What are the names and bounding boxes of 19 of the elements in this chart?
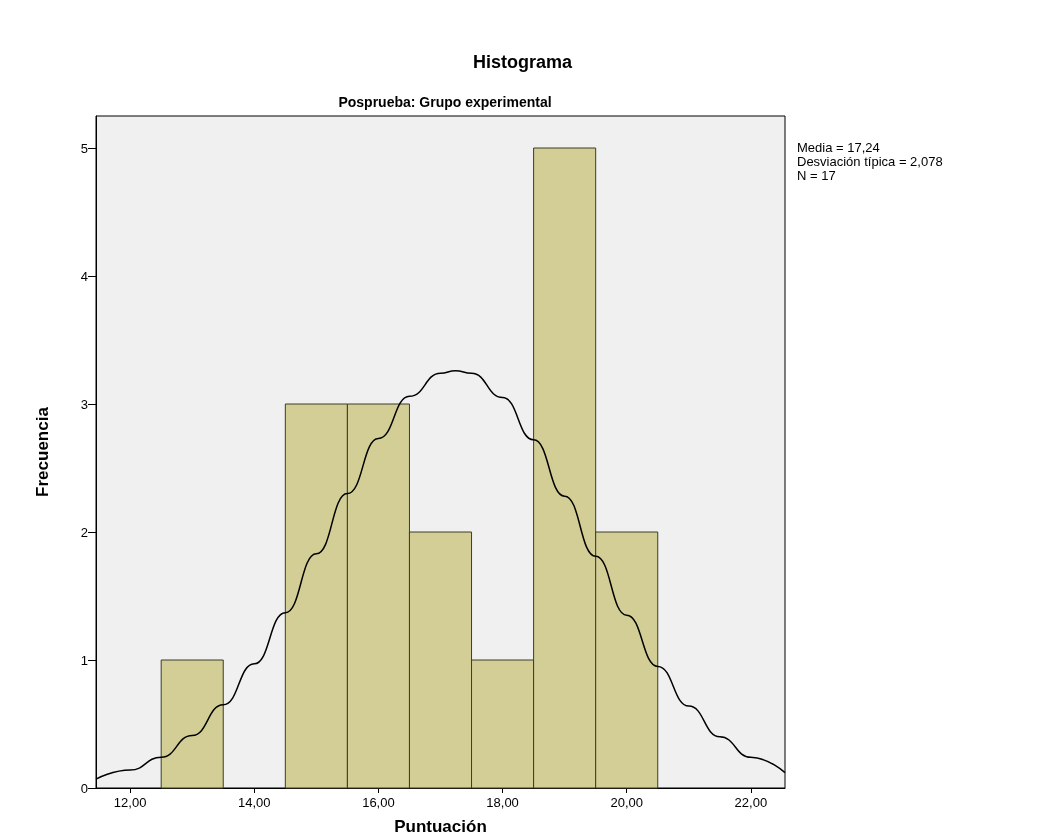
chart-title: Histograma <box>472 52 573 72</box>
y-tick-label: 3 <box>80 396 88 412</box>
text: Desviación típica = 2,078 <box>797 153 943 169</box>
y-tick-label: 2 <box>80 524 88 540</box>
y-tick-label: 0 <box>80 780 88 796</box>
x-tick-label: 16,00 <box>362 795 395 810</box>
chart-subtitle: Posprueba: Grupo experimental <box>338 94 552 110</box>
y-tick-label: 1 <box>80 652 88 668</box>
text: Media = 17,24 <box>797 139 880 155</box>
x-tick-label: 14,00 <box>238 795 271 810</box>
y-axis-title: Frecuencia <box>33 406 52 497</box>
x-tick-label: 20,00 <box>610 795 643 810</box>
y-tick-label: 5 <box>80 140 88 156</box>
x-axis-title: Puntuación <box>394 817 487 836</box>
y-tick-label: 4 <box>80 268 88 284</box>
x-tick-label: 18,00 <box>486 795 519 810</box>
x-tick-label: 12,00 <box>113 795 147 810</box>
x-tick-label: 22,00 <box>734 795 768 810</box>
text: N = 17 <box>797 167 836 183</box>
